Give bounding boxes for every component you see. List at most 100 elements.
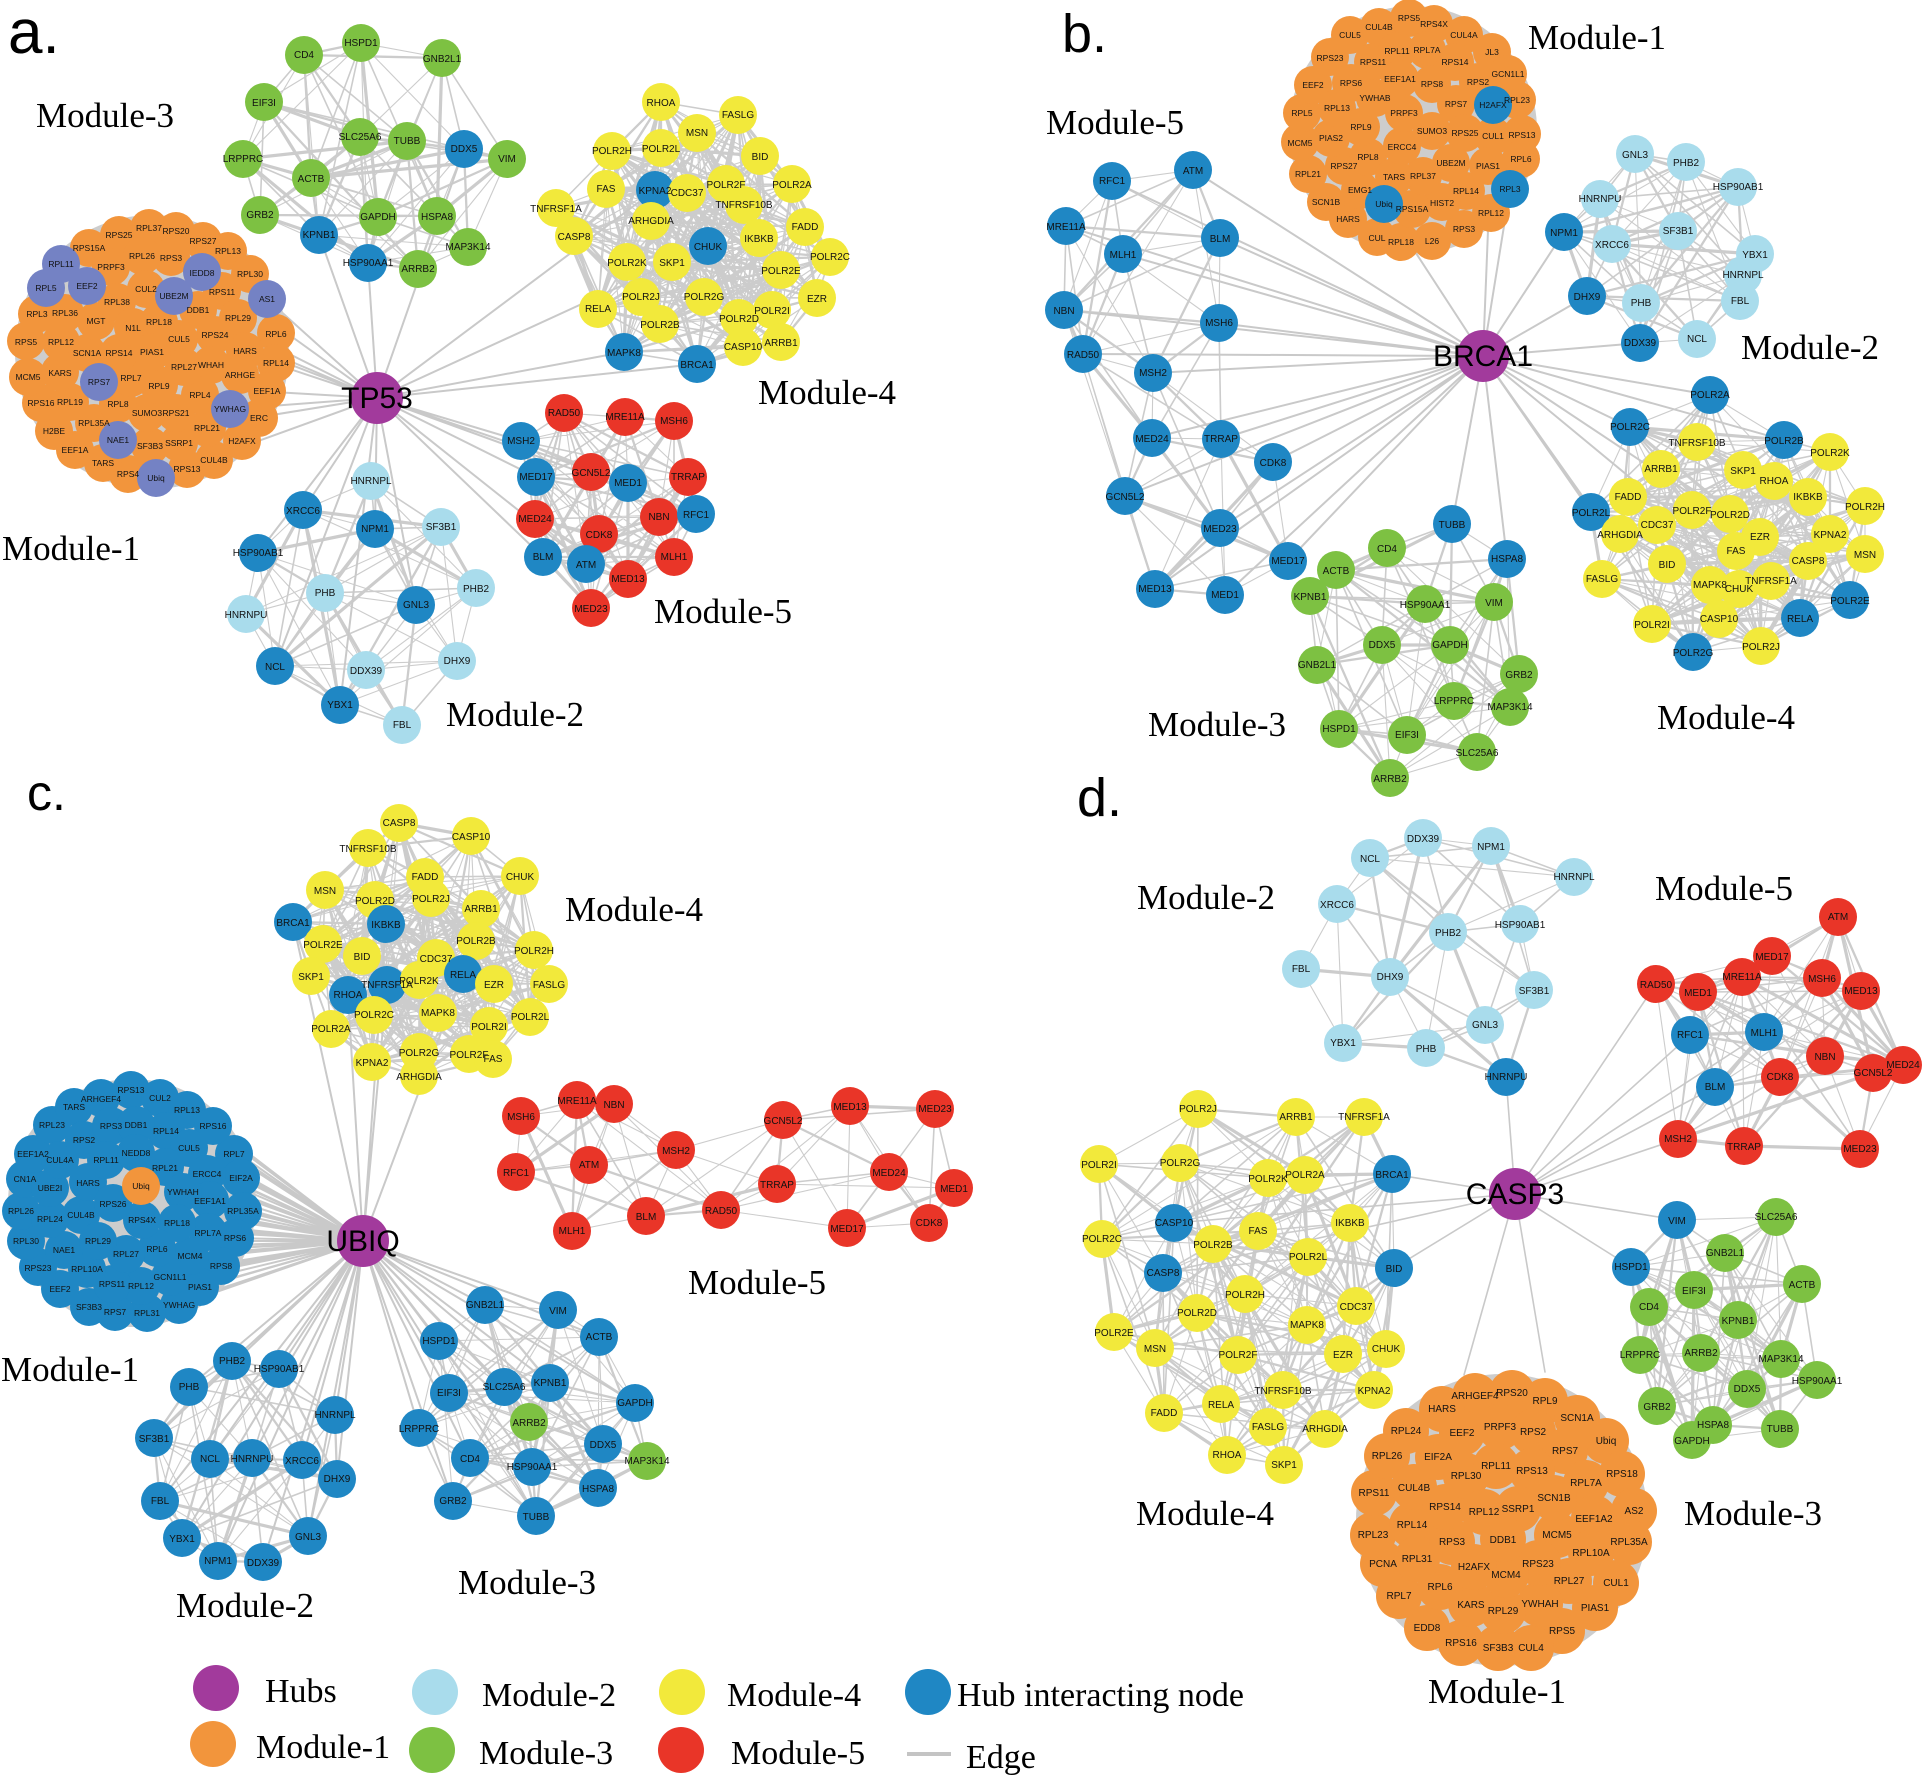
svg-text:NCL: NCL [1360,854,1380,865]
svg-text:CDK8: CDK8 [1260,458,1287,469]
svg-text:SSRP1: SSRP1 [1502,1504,1535,1515]
svg-text:MED13: MED13 [1138,584,1172,595]
svg-text:YWHAH: YWHAH [167,1187,199,1197]
svg-text:IKBKB: IKBKB [1335,1218,1365,1229]
svg-text:SUMO3: SUMO3 [1417,126,1448,136]
svg-text:HSPD1: HSPD1 [1322,724,1356,735]
svg-text:Module-2: Module-2 [446,695,584,734]
svg-text:CASP3: CASP3 [1466,1178,1564,1211]
svg-text:ATM: ATM [579,1160,599,1171]
svg-text:MED24: MED24 [518,514,552,525]
svg-text:MLH1: MLH1 [559,1226,586,1237]
svg-text:RPL10A: RPL10A [1572,1548,1610,1559]
svg-text:Module-1: Module-1 [1528,18,1666,57]
svg-text:XRCC6: XRCC6 [1320,900,1354,911]
svg-text:ERCC4: ERCC4 [193,1169,222,1179]
svg-text:POLR2B: POLR2B [456,936,496,947]
svg-text:RPL9: RPL9 [1350,122,1372,132]
svg-text:RPS14: RPS14 [106,348,133,358]
svg-text:CUL4: CUL4 [1518,1643,1544,1654]
svg-text:HSP90AB1: HSP90AB1 [1713,182,1764,193]
svg-text:CD4: CD4 [294,50,314,61]
svg-text:RPL4: RPL4 [189,390,211,400]
svg-text:EIF3I: EIF3I [252,98,276,109]
svg-text:XRCC6: XRCC6 [286,506,320,517]
svg-text:CUL4B: CUL4B [1365,22,1393,32]
svg-text:RPL11: RPL11 [1384,46,1410,56]
svg-text:RPL3: RPL3 [26,309,48,319]
svg-text:RPL18: RPL18 [164,1218,190,1228]
svg-text:CASP8: CASP8 [383,818,416,829]
svg-text:POLR2K: POLR2K [1810,448,1850,459]
svg-text:RPS25: RPS25 [1452,128,1479,138]
svg-text:RPL27: RPL27 [113,1249,139,1259]
svg-text:FASLG: FASLG [722,110,754,121]
svg-text:PHB: PHB [179,1382,200,1393]
svg-text:MED17: MED17 [1271,556,1305,567]
svg-text:PHB2: PHB2 [219,1356,246,1367]
svg-text:RPL8: RPL8 [107,399,129,409]
svg-text:VIM: VIM [1668,1216,1686,1227]
svg-text:RPS13: RPS13 [174,464,201,474]
svg-text:RAD50: RAD50 [1067,350,1100,361]
svg-text:RPL11: RPL11 [48,259,74,269]
svg-text:POLR2H: POLR2H [514,946,554,957]
svg-text:PIAS1: PIAS1 [1581,1603,1610,1614]
svg-text:POLR2D: POLR2D [1710,510,1750,521]
svg-text:GRB2: GRB2 [1643,1402,1671,1413]
svg-text:MED17: MED17 [519,472,553,483]
svg-text:CUL5: CUL5 [178,1143,200,1153]
svg-text:RPL38: RPL38 [104,297,130,307]
svg-text:MED24: MED24 [1886,1060,1920,1071]
svg-text:RPS7: RPS7 [1552,1446,1579,1457]
svg-text:NPM1: NPM1 [204,1556,232,1567]
svg-text:RAD50: RAD50 [705,1206,738,1217]
svg-text:MSN: MSN [1854,550,1876,561]
svg-text:DDX39: DDX39 [350,666,383,677]
svg-text:TARS: TARS [1383,172,1405,182]
svg-text:TRRAP: TRRAP [1204,434,1238,445]
svg-text:RPS20: RPS20 [1496,1388,1528,1399]
svg-text:RPS6: RPS6 [224,1233,246,1243]
svg-text:RPL7: RPL7 [120,373,142,383]
svg-text:GRB2: GRB2 [1505,670,1533,681]
svg-text:CD4: CD4 [460,1454,480,1465]
svg-text:POLR2J: POLR2J [412,894,450,905]
svg-text:H2BE: H2BE [43,426,66,436]
svg-text:POLR2L: POLR2L [642,144,681,155]
svg-text:DDX39: DDX39 [1624,338,1657,349]
svg-text:YBX1: YBX1 [169,1534,195,1545]
svg-text:POLR2B: POLR2B [1193,1240,1233,1251]
svg-text:HNRNPL: HNRNPL [1553,872,1595,883]
svg-text:RELA: RELA [1208,1400,1234,1411]
svg-text:CUL1: CUL1 [1603,1578,1629,1589]
svg-text:AS1: AS1 [259,294,275,304]
svg-text:HSP90AB1: HSP90AB1 [1495,920,1546,931]
svg-text:MSH6: MSH6 [507,1112,535,1123]
svg-text:d.: d. [1077,768,1122,828]
svg-text:RPS2: RPS2 [1520,1427,1547,1438]
svg-text:RPS3: RPS3 [100,1121,122,1131]
svg-text:RPL10A: RPL10A [71,1264,103,1274]
svg-text:ERCC4: ERCC4 [1388,142,1417,152]
svg-text:KPNA2: KPNA2 [1814,530,1847,541]
svg-text:DHX9: DHX9 [1377,972,1404,983]
svg-text:POLR2I: POLR2I [1081,1160,1117,1171]
svg-text:PCNA: PCNA [1369,1559,1397,1570]
svg-text:RPS11: RPS11 [1359,1488,1390,1499]
svg-text:H2AFX: H2AFX [1479,100,1507,110]
svg-text:FASLG: FASLG [1586,574,1618,585]
svg-text:ARRB2: ARRB2 [1373,774,1407,785]
svg-text:ARRB2: ARRB2 [401,264,435,275]
svg-text:POLR2A: POLR2A [1690,390,1730,401]
svg-text:RPL24: RPL24 [37,1214,63,1224]
svg-text:MED24: MED24 [1135,434,1169,445]
svg-text:RPL8: RPL8 [1357,152,1379,162]
svg-text:RPS11: RPS11 [1360,57,1387,67]
svg-text:MCM4: MCM4 [177,1251,202,1261]
svg-text:POLR2A: POLR2A [1285,1170,1325,1181]
svg-text:PRPF3: PRPF3 [1484,1422,1517,1433]
svg-text:MSH2: MSH2 [1139,368,1167,379]
svg-text:PHB2: PHB2 [1435,928,1462,939]
svg-text:HSP90AA1: HSP90AA1 [1792,1376,1843,1387]
